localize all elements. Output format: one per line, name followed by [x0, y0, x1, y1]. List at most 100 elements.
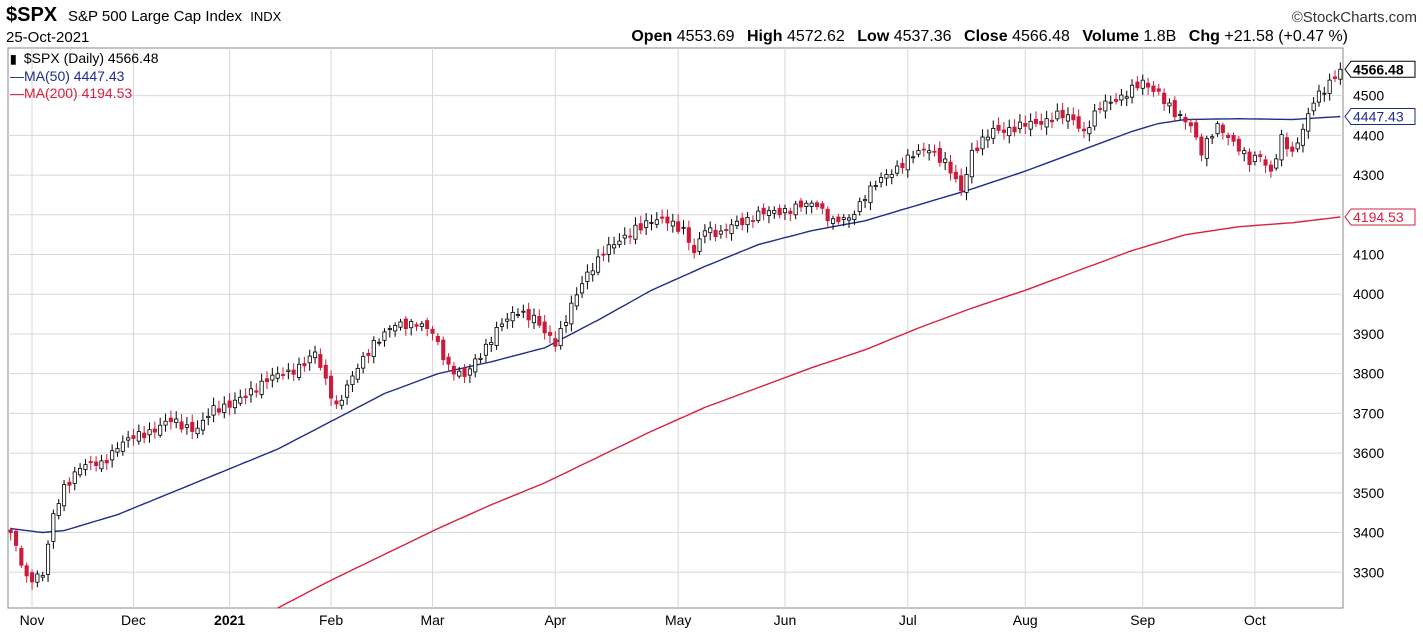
candle-body	[1188, 122, 1193, 127]
candle-body	[19, 548, 24, 566]
y-tick-label: 3300	[1353, 564, 1384, 580]
candle-body	[548, 332, 553, 336]
candle-body	[1316, 90, 1322, 103]
candle-body	[232, 399, 238, 409]
candle-body	[980, 136, 985, 150]
credit-label: ©StockCharts.com	[1291, 9, 1417, 26]
candle-body	[302, 363, 307, 367]
candle-body	[382, 331, 387, 341]
candle-body	[1103, 100, 1108, 112]
candle-body	[815, 202, 820, 208]
exchange-label: INDX	[250, 9, 282, 24]
candle-body	[184, 424, 189, 428]
candle-body	[1098, 108, 1103, 110]
candle-body	[718, 230, 723, 235]
candle-body	[409, 321, 414, 329]
legend-ma50-text: MA(50) 4447.43	[24, 68, 125, 84]
candle-body	[1055, 110, 1060, 120]
candle-body	[1268, 164, 1274, 172]
candle-body	[1332, 76, 1338, 79]
y-tick-label: 3500	[1353, 485, 1384, 501]
candle-body	[654, 219, 659, 225]
candle-body	[142, 432, 147, 439]
candle-body	[158, 424, 163, 436]
candle-body	[355, 367, 360, 380]
candle-body	[1252, 154, 1257, 163]
candle-body	[457, 370, 462, 377]
candle-body	[323, 364, 328, 379]
ma200-line-icon: —	[10, 85, 24, 101]
candle-body	[681, 226, 686, 229]
candle-body	[863, 199, 868, 202]
candle-body	[307, 355, 312, 364]
low-label: Low	[857, 28, 890, 45]
candle-body	[1242, 150, 1247, 155]
candle-body	[83, 464, 88, 470]
candle-body	[1300, 128, 1306, 146]
legend-ma200-text: MA(200) 4194.53	[24, 85, 133, 101]
chg-label: Chg	[1188, 28, 1220, 45]
candle-body	[825, 208, 830, 222]
candle-body	[1279, 134, 1284, 161]
candle-body	[13, 530, 19, 546]
candle-body	[179, 421, 184, 430]
candle-body	[344, 384, 350, 398]
candle-body	[1263, 159, 1268, 166]
candle-body	[804, 202, 809, 208]
candle-body	[628, 235, 633, 238]
candle-body	[766, 210, 771, 216]
candle-body	[686, 227, 691, 243]
candle-body	[136, 431, 141, 442]
candle-body	[612, 244, 617, 249]
candle-body	[1023, 123, 1028, 127]
candle-body	[72, 471, 77, 484]
candle-body	[526, 308, 531, 321]
close-value: 4566.48	[1012, 28, 1070, 45]
candle-body	[537, 315, 542, 326]
candle-body	[1172, 100, 1177, 118]
candle-body	[435, 335, 440, 342]
candle-body	[51, 513, 56, 542]
ma200-price-tag-box	[1344, 208, 1416, 226]
candle-body	[462, 368, 467, 377]
x-tick-label: Aug	[1013, 612, 1038, 628]
candle-body	[943, 158, 948, 163]
candle-body	[601, 253, 606, 256]
candle-body	[1162, 92, 1167, 104]
ma50-price-tag-box	[1344, 108, 1416, 126]
candle-body	[131, 435, 136, 439]
candle-body	[798, 200, 803, 208]
candle-body	[1156, 88, 1161, 92]
candle-body	[1284, 137, 1290, 150]
legend-ma200: —MA(200) 4194.53	[10, 85, 159, 102]
candle-body	[841, 217, 846, 220]
y-tick-label: 3900	[1353, 326, 1384, 342]
candle-body	[291, 369, 296, 375]
candle-body	[745, 216, 750, 226]
candle-body	[1194, 122, 1199, 138]
candle-body	[937, 147, 942, 163]
candle-body	[403, 318, 408, 330]
candle-body	[46, 543, 51, 575]
candle-body	[911, 156, 916, 159]
candle-body	[200, 419, 206, 431]
close-label: Close	[964, 28, 1008, 45]
candle-body	[750, 220, 755, 222]
candle-body	[542, 321, 547, 334]
candle-body	[473, 358, 478, 373]
y-tick-label: 4300	[1353, 167, 1384, 183]
x-tick-label: Mar	[420, 612, 444, 628]
candle-body	[195, 427, 200, 435]
candle-body	[387, 328, 392, 331]
candle-body	[94, 461, 99, 466]
y-tick-label: 4400	[1353, 127, 1384, 143]
candle-body	[152, 428, 157, 433]
candle-body	[361, 356, 366, 369]
y-tick-label: 3400	[1353, 525, 1384, 541]
x-tick-label: Jun	[774, 612, 797, 628]
candle-body	[697, 238, 702, 252]
x-tick-label: Dec	[121, 612, 146, 628]
candle-body	[1007, 127, 1012, 137]
candle-body	[147, 429, 152, 436]
